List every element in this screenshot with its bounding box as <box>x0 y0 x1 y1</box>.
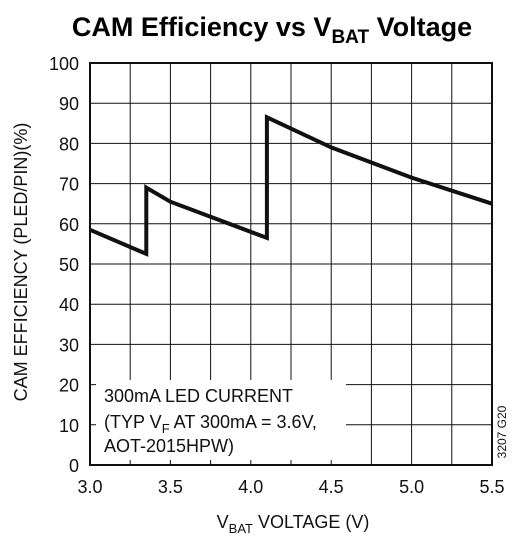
y-tick-label: 30 <box>59 335 79 355</box>
x-tick-label: 3.0 <box>77 477 102 497</box>
y-tick-label: 10 <box>59 416 79 436</box>
figure-code: 3207 G20 <box>495 405 509 458</box>
x-tick-label: 5.0 <box>399 477 424 497</box>
efficiency-series-line <box>89 114 493 257</box>
chart-title: CAM Efficiency vs VBAT Voltage <box>72 12 472 48</box>
plot-frame <box>89 62 493 466</box>
annotation-line-1: 300mA LED CURRENT <box>104 386 293 406</box>
annotation-line-2: (TYP VF AT 300mA = 3.6V, <box>104 412 317 436</box>
annotation-background <box>96 380 346 460</box>
y-tick-label: 50 <box>59 255 79 275</box>
x-axis-label: VBAT VOLTAGE (V) <box>217 512 370 536</box>
y-tick-label: 60 <box>59 215 79 235</box>
y-tick-label: 80 <box>59 134 79 154</box>
y-tick-label: 100 <box>49 54 79 74</box>
x-tick-label: 5.5 <box>479 477 504 497</box>
annotation-line-3: AOT-2015HPW) <box>104 436 234 456</box>
x-tick-label: 3.5 <box>158 477 183 497</box>
y-tick-label: 90 <box>59 94 79 114</box>
x-tick-labels: 3.0 3.5 4.0 4.5 5.0 5.5 <box>77 477 504 497</box>
y-tick-label: 70 <box>59 175 79 195</box>
y-tick-labels: 0 10 20 30 40 50 60 70 80 90 100 <box>49 54 79 476</box>
y-tick-label: 40 <box>59 295 79 315</box>
y-tick-label: 20 <box>59 376 79 396</box>
y-axis-label: CAM EFFICIENCY (PLED/PIN)(%) <box>11 123 31 402</box>
x-tick-label: 4.5 <box>319 477 344 497</box>
x-tick-label: 4.0 <box>238 477 263 497</box>
y-tick-label: 0 <box>69 456 79 476</box>
